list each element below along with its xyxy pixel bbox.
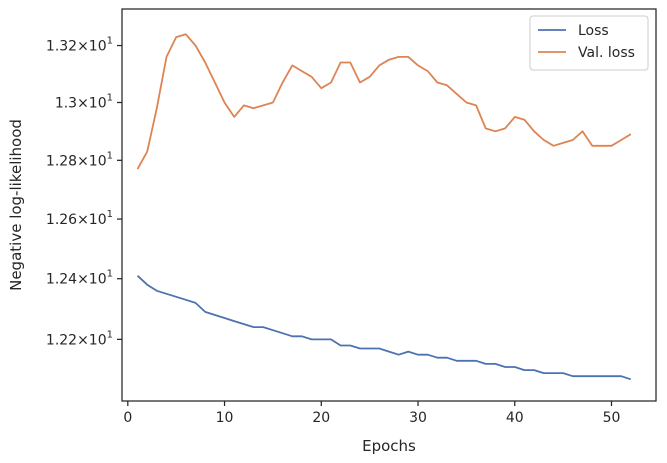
x-axis-label: Epochs bbox=[362, 437, 416, 455]
legend-label: Val. loss bbox=[578, 45, 635, 61]
x-axis: 0 10 20 30 40 50 bbox=[123, 401, 620, 426]
x-tick-label: 40 bbox=[506, 410, 524, 426]
x-tick-label: 10 bbox=[216, 410, 234, 426]
x-tick-label: 20 bbox=[312, 410, 330, 426]
y-tick-label: 1.24×101 bbox=[46, 269, 113, 288]
series-line-loss bbox=[136, 275, 632, 381]
legend: Loss Val. loss bbox=[529, 15, 649, 71]
y-tick-label: 1.32×101 bbox=[46, 36, 113, 55]
y-axis: 1.22×101 1.24×101 1.26×101 1.28×101 1.3×101 1… bbox=[46, 36, 122, 348]
series-line-val-loss bbox=[136, 33, 632, 170]
y-axis-label: Negative log-likelihood bbox=[7, 119, 25, 291]
y-tick-label: 1.3×101 bbox=[55, 92, 113, 111]
legend-label: Loss bbox=[578, 23, 609, 39]
x-tick-label: 50 bbox=[603, 410, 621, 426]
series-lines bbox=[136, 33, 632, 381]
x-tick-label: 30 bbox=[409, 410, 427, 426]
y-tick-label: 1.22×101 bbox=[46, 329, 113, 348]
y-tick-label: 1.28×101 bbox=[46, 150, 113, 169]
y-tick-label: 1.26×101 bbox=[46, 209, 113, 228]
x-tick-label: 0 bbox=[123, 410, 132, 426]
